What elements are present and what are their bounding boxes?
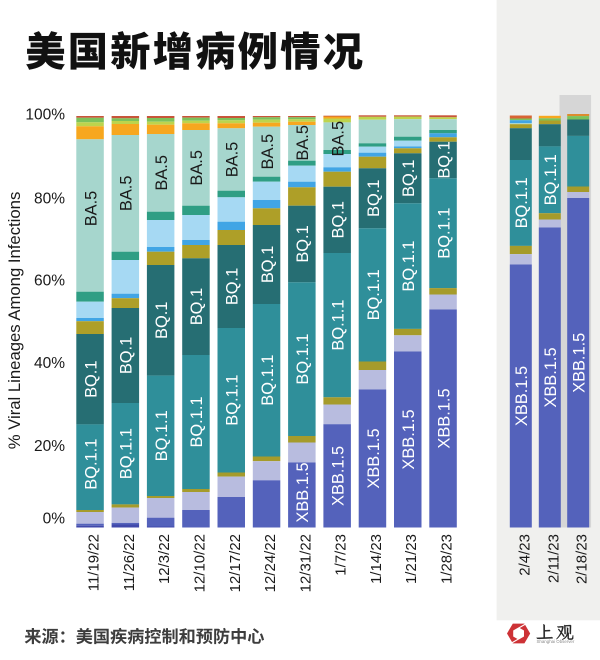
svg-text:XBB.1.5: XBB.1.5 bbox=[294, 462, 312, 522]
svg-text:2/11/23: 2/11/23 bbox=[545, 534, 562, 583]
svg-text:Shanghai Observer: Shanghai Observer bbox=[537, 639, 575, 644]
svg-text:BQ.1.1: BQ.1.1 bbox=[435, 208, 453, 259]
svg-text:80%: 80% bbox=[34, 191, 65, 208]
svg-text:BQ.1.1: BQ.1.1 bbox=[365, 269, 383, 320]
svg-text:BA.5: BA.5 bbox=[224, 142, 242, 178]
svg-text:11/19/22: 11/19/22 bbox=[86, 534, 103, 591]
svg-text:BQ.1: BQ.1 bbox=[329, 201, 347, 238]
svg-text:BQ.1: BQ.1 bbox=[82, 361, 100, 398]
svg-text:BA.5: BA.5 bbox=[259, 134, 277, 170]
svg-text:BQ.1.1: BQ.1.1 bbox=[294, 334, 312, 385]
svg-text:1/28/23: 1/28/23 bbox=[439, 534, 456, 584]
svg-text:BA.5: BA.5 bbox=[294, 125, 312, 161]
svg-text:BQ.1: BQ.1 bbox=[259, 246, 277, 283]
svg-text:60%: 60% bbox=[34, 273, 65, 290]
svg-text:12/24/22: 12/24/22 bbox=[262, 534, 279, 592]
svg-text:XBB.1.5: XBB.1.5 bbox=[571, 333, 589, 393]
svg-text:BQ.1.1: BQ.1.1 bbox=[329, 300, 347, 351]
svg-text:BQ.1.1: BQ.1.1 bbox=[82, 439, 100, 490]
svg-text:40%: 40% bbox=[34, 355, 65, 372]
svg-text:12/17/22: 12/17/22 bbox=[227, 534, 244, 592]
svg-text:2/18/23: 2/18/23 bbox=[574, 534, 591, 584]
svg-text:20%: 20% bbox=[34, 438, 65, 455]
svg-text:BA.5: BA.5 bbox=[153, 155, 171, 191]
svg-text:BQ.1.1: BQ.1.1 bbox=[224, 375, 242, 426]
svg-text:XBB.1.5: XBB.1.5 bbox=[329, 446, 347, 506]
svg-text:BQ.1.1: BQ.1.1 bbox=[118, 428, 136, 479]
svg-text:% Viral Lineages Among Infecti: % Viral Lineages Among Infections bbox=[5, 192, 24, 450]
svg-text:BQ.1: BQ.1 bbox=[365, 180, 383, 217]
svg-text:1/21/23: 1/21/23 bbox=[403, 534, 420, 584]
svg-text:12/3/22: 12/3/22 bbox=[156, 534, 173, 584]
svg-text:1/14/23: 1/14/23 bbox=[368, 534, 385, 584]
svg-text:BQ.1: BQ.1 bbox=[118, 337, 136, 374]
svg-text:12/10/22: 12/10/22 bbox=[191, 534, 208, 592]
svg-text:BA.5: BA.5 bbox=[82, 191, 100, 227]
svg-text:BQ.1: BQ.1 bbox=[153, 302, 171, 339]
svg-text:BA.5: BA.5 bbox=[118, 176, 136, 212]
svg-text:BQ.1.1: BQ.1.1 bbox=[400, 241, 418, 292]
svg-text:XBB.1.5: XBB.1.5 bbox=[400, 409, 418, 469]
svg-text:BQ.1.1: BQ.1.1 bbox=[259, 355, 277, 406]
svg-text:BQ.1.1: BQ.1.1 bbox=[542, 154, 560, 205]
svg-text:XBB.1.5: XBB.1.5 bbox=[513, 366, 531, 426]
svg-text:XBB.1.5: XBB.1.5 bbox=[435, 388, 453, 448]
svg-text:12/31/22: 12/31/22 bbox=[297, 534, 314, 592]
svg-text:BQ.1: BQ.1 bbox=[224, 268, 242, 305]
svg-text:BQ.1.1: BQ.1.1 bbox=[188, 396, 206, 447]
svg-text:BQ.1.1: BQ.1.1 bbox=[153, 410, 171, 461]
svg-text:100%: 100% bbox=[25, 107, 65, 124]
svg-text:2/4/23: 2/4/23 bbox=[516, 534, 533, 576]
svg-text:BA.5: BA.5 bbox=[188, 150, 206, 186]
svg-text:BQ.1: BQ.1 bbox=[294, 225, 312, 262]
svg-text:1/7/23: 1/7/23 bbox=[333, 534, 350, 576]
svg-text:XBB.1.5: XBB.1.5 bbox=[365, 428, 383, 488]
svg-text:0%: 0% bbox=[43, 511, 66, 528]
svg-text:BQ.1: BQ.1 bbox=[400, 160, 418, 197]
svg-text:BQ.1: BQ.1 bbox=[188, 288, 206, 325]
svg-text:BA.5: BA.5 bbox=[329, 121, 347, 157]
svg-text:BQ.1.1: BQ.1.1 bbox=[513, 177, 531, 228]
svg-text:BQ.1: BQ.1 bbox=[435, 141, 453, 178]
svg-text:XBB.1.5: XBB.1.5 bbox=[542, 347, 560, 407]
svg-text:11/26/22: 11/26/22 bbox=[121, 534, 138, 591]
